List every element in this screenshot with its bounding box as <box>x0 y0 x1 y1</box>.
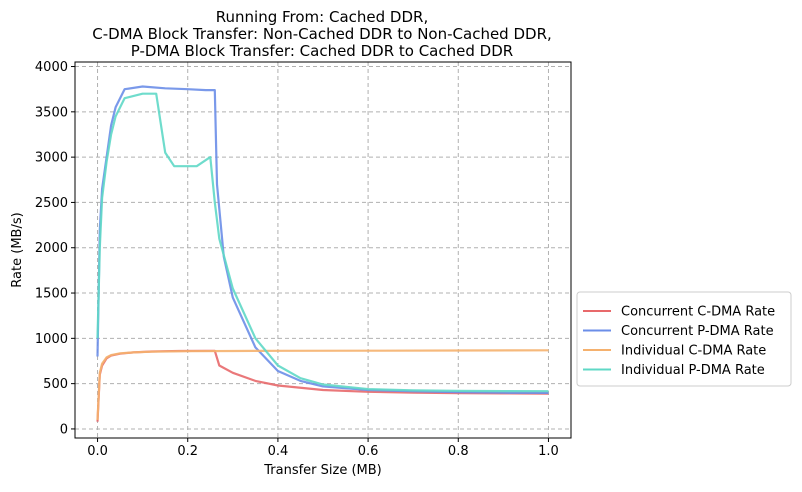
series-line-3 <box>96 349 549 420</box>
grid-lines <box>75 62 571 438</box>
chart-title-line-2: C-DMA Block Transfer: Non-Cached DDR to … <box>92 25 552 43</box>
x-axis-label: Transfer Size (MB) <box>263 463 382 478</box>
y-tick-label: 1500 <box>35 287 68 302</box>
legend-label: Concurrent P-DMA Rate <box>621 324 774 339</box>
chart-title-line-1: Running From: Cached DDR, <box>216 8 428 26</box>
series-line-4 <box>96 92 549 393</box>
y-axis-ticks: 0 500 1000 1500 2000 2500 3000 3500 4000 <box>35 60 75 437</box>
legend-label: Concurrent C-DMA Rate <box>621 305 775 320</box>
x-tick-label: 1.0 <box>538 444 559 459</box>
x-tick-label: 0.4 <box>268 444 289 459</box>
x-tick-label: 0.8 <box>448 444 469 459</box>
y-tick-label: 1000 <box>35 332 68 347</box>
plot-frame <box>74 61 572 439</box>
legend-label: Individual P-DMA Rate <box>621 363 765 378</box>
chart-title: Running From: Cached DDR, C-DMA Block Tr… <box>92 8 552 60</box>
y-tick-label: 4000 <box>35 60 68 75</box>
x-tick-label: 0.6 <box>358 444 379 459</box>
y-axis-label: Rate (MB/s) <box>10 212 25 287</box>
y-tick-label: 2500 <box>35 196 68 211</box>
y-tick-label: 2000 <box>35 241 68 256</box>
y-tick-label: 3500 <box>35 105 68 120</box>
x-tick-label: 0.0 <box>87 444 108 459</box>
legend-label: Individual C-DMA Rate <box>621 344 766 359</box>
y-tick-label: 0 <box>60 422 68 437</box>
legend-box <box>576 291 792 387</box>
x-axis-ticks: 0.0 0.2 0.4 0.6 0.8 1.0 <box>87 438 559 459</box>
y-tick-label: 500 <box>43 377 68 392</box>
y-tick-label: 3000 <box>35 151 68 166</box>
series-group <box>96 85 549 422</box>
legend: Concurrent C-DMA Rate Concurrent P-DMA Ra… <box>576 291 792 387</box>
x-tick-label: 0.2 <box>177 444 198 459</box>
chart-title-line-3: P-DMA Block Transfer: Cached DDR to Cach… <box>131 42 513 60</box>
